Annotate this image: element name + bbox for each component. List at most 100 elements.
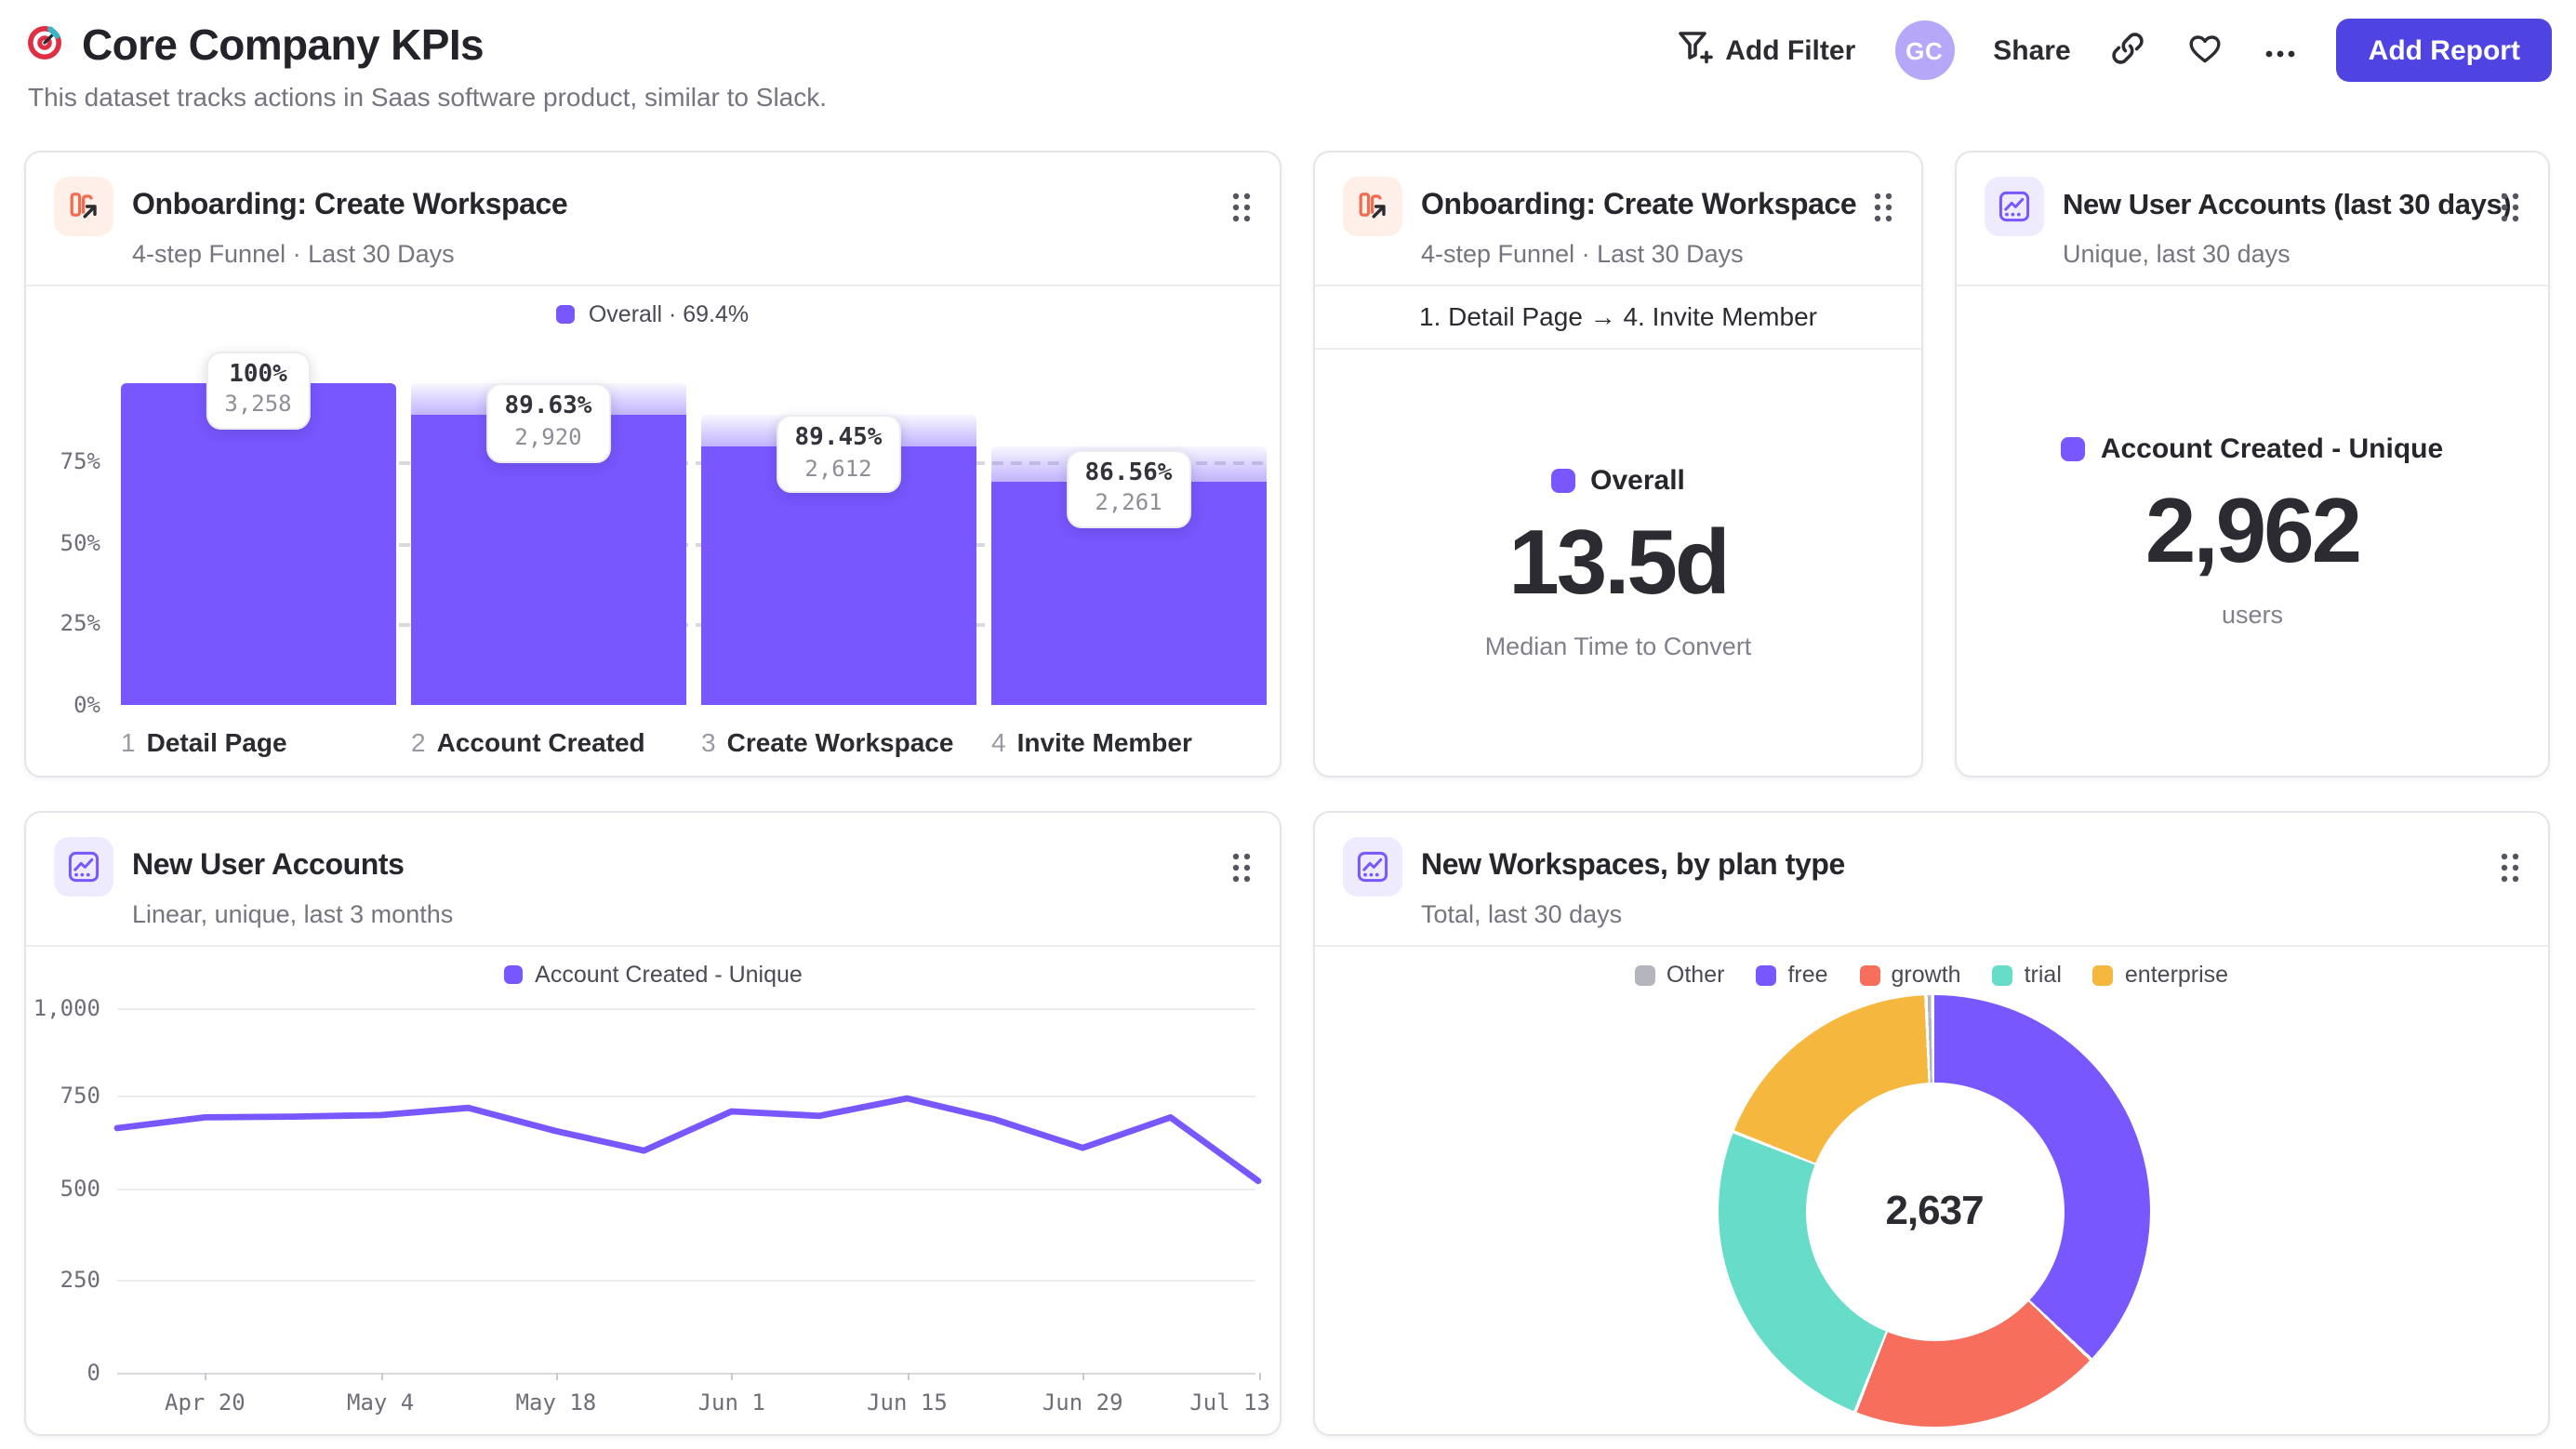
y-tick: 500 [60, 1175, 100, 1201]
funnel-value-tooltip: 89.63% 2,920 [485, 383, 611, 463]
drag-handle-icon[interactable] [1231, 852, 1252, 893]
funnel-chart-icon [1343, 177, 1402, 236]
card-subtitle: 4-step Funnel · Last 30 Days [132, 240, 455, 268]
funnel-chart-icon [54, 177, 113, 236]
x-tick: May 4 [347, 1389, 415, 1416]
funnel-value-tooltip: 89.45% 2,612 [776, 414, 901, 494]
legend-label: Account Created - Unique [535, 962, 803, 988]
cards-grid: Onboarding: Create Workspace 4-step Funn… [24, 151, 2550, 1436]
donut-ring[interactable]: 2,637 [1719, 995, 2150, 1427]
donut-center: 2,637 [1805, 1082, 2064, 1340]
trend-line [113, 1095, 1262, 1185]
y-tick: 50% [60, 530, 100, 556]
heart-icon [2186, 29, 2225, 72]
card-title: New Workspaces, by plan type [1421, 850, 1845, 882]
page-header: Core Company KPIs This dataset tracks ac… [26, 19, 827, 112]
divider [1315, 285, 1921, 286]
legend-swatch [1634, 964, 1655, 985]
funnel-range-label: 1. Detail Page → 4. Invite Member [1419, 301, 1817, 331]
favorite-button[interactable] [2186, 29, 2225, 72]
funnel-value-tooltip: 86.56% 2,261 [1066, 449, 1191, 529]
x-tick: Apr 20 [165, 1389, 246, 1416]
metric-value: 13.5d [1508, 513, 1731, 614]
x-tick: Jun 1 [697, 1389, 765, 1416]
metric-legend: Overall [1551, 465, 1685, 497]
divider [1315, 348, 1921, 350]
metric-value: 2,962 [2144, 482, 2362, 582]
metric-content: Account Created - Unique 2,962 users [1957, 286, 2548, 776]
link-icon [2110, 29, 2147, 72]
toolbar: Add Filter GC Share [1675, 15, 2552, 86]
legend-swatch [1859, 964, 1880, 985]
funnel-step-label: 3 Create Workspace [701, 727, 954, 757]
ellipsis-icon [2264, 36, 2298, 64]
card-new-users-30d: New User Accounts (last 30 days) Unique,… [1955, 151, 2550, 778]
share-button[interactable]: Share [1993, 34, 2071, 66]
funnel-value-tooltip: 100% 3,258 [206, 351, 311, 430]
line-legend: Account Created - Unique [26, 962, 1280, 988]
page-title: Core Company KPIs [82, 20, 485, 68]
y-tick: 75% [60, 448, 100, 474]
donut-chart: Other free growth trial enterprise [1315, 947, 2548, 1434]
funnel-chart[interactable]: 75% 50% 25% 0% 100% 3,258 89.63% 2,920 89.… [26, 286, 1280, 776]
funnel-bar[interactable] [121, 382, 395, 705]
card-subtitle: Unique, last 30 days [2063, 240, 2291, 268]
card-time-to-convert: Onboarding: Create Workspace 4-step Funn… [1313, 151, 1923, 778]
legend-item: trial [1992, 962, 2062, 988]
x-tick: Jun 15 [867, 1389, 948, 1416]
metric-caption: users [2221, 601, 2283, 629]
drag-handle-icon[interactable] [2500, 852, 2520, 893]
y-tick: 250 [60, 1266, 100, 1292]
legend-swatch [1551, 469, 1576, 493]
card-title: New User Accounts [132, 850, 405, 882]
card-workspaces-by-plan: New Workspaces, by plan type Total, last… [1313, 811, 2550, 1436]
divider [26, 945, 1280, 947]
legend-swatch [503, 965, 523, 984]
x-tick: Jul 13 [1189, 1389, 1271, 1416]
target-dart-icon [26, 19, 67, 71]
card-subtitle: 4-step Funnel · Last 30 Days [1421, 240, 1744, 268]
more-menu-button[interactable] [2264, 36, 2298, 64]
card-title: Onboarding: Create Workspace [132, 190, 568, 221]
line-chart-icon [1985, 177, 2044, 236]
drag-handle-icon[interactable] [2500, 192, 2520, 233]
y-tick: 1,000 [33, 995, 100, 1021]
legend-swatch [2061, 437, 2086, 461]
divider [1315, 945, 2548, 947]
legend-label: Overall · 69.4% [588, 301, 750, 327]
card-title: Onboarding: Create Workspace [1421, 190, 1857, 221]
divider [1957, 285, 2548, 286]
legend-item: enterprise [2092, 962, 2228, 988]
y-tick: 0 [86, 1359, 100, 1385]
legend-swatch [1992, 964, 2013, 985]
y-tick: 25% [60, 610, 100, 636]
legend-item: growth [1859, 962, 1961, 988]
legend-swatch [1756, 964, 1777, 985]
y-tick: 750 [60, 1083, 100, 1109]
metric-caption: Median Time to Convert [1484, 632, 1752, 660]
card-funnel: Onboarding: Create Workspace 4-step Funn… [24, 151, 1281, 778]
funnel-step-label: 2 Account Created [411, 727, 645, 757]
drag-handle-icon[interactable] [1873, 192, 1893, 233]
x-tick: May 18 [515, 1389, 597, 1416]
copy-link-button[interactable] [2110, 29, 2147, 72]
card-subtitle: Linear, unique, last 3 months [132, 900, 454, 928]
legend-swatch [556, 305, 576, 324]
add-filter-button[interactable]: Add Filter [1675, 28, 1855, 73]
legend-swatch [2092, 964, 2114, 985]
drag-handle-icon[interactable] [1231, 192, 1252, 233]
funnel-step-label: 1 Detail Page [121, 727, 287, 757]
add-report-button[interactable]: Add Report [2336, 19, 2552, 82]
avatar[interactable]: GC [1894, 20, 1955, 80]
metric-content: Overall 13.5d Median Time to Convert [1315, 350, 1921, 776]
card-subtitle: Total, last 30 days [1421, 900, 1623, 928]
line-chart-icon [54, 837, 113, 897]
funnel-legend: Overall · 69.4% [26, 301, 1280, 327]
metric-legend: Account Created - Unique [2061, 433, 2443, 465]
legend-item: free [1756, 962, 1828, 988]
donut-total: 2,637 [1885, 1187, 1984, 1233]
line-chart[interactable]: Account Created - Unique 1,000 750 500 2… [26, 947, 1280, 1434]
page-subtitle: This dataset tracks actions in Saas soft… [28, 82, 828, 112]
filter-plus-icon [1675, 28, 1713, 73]
